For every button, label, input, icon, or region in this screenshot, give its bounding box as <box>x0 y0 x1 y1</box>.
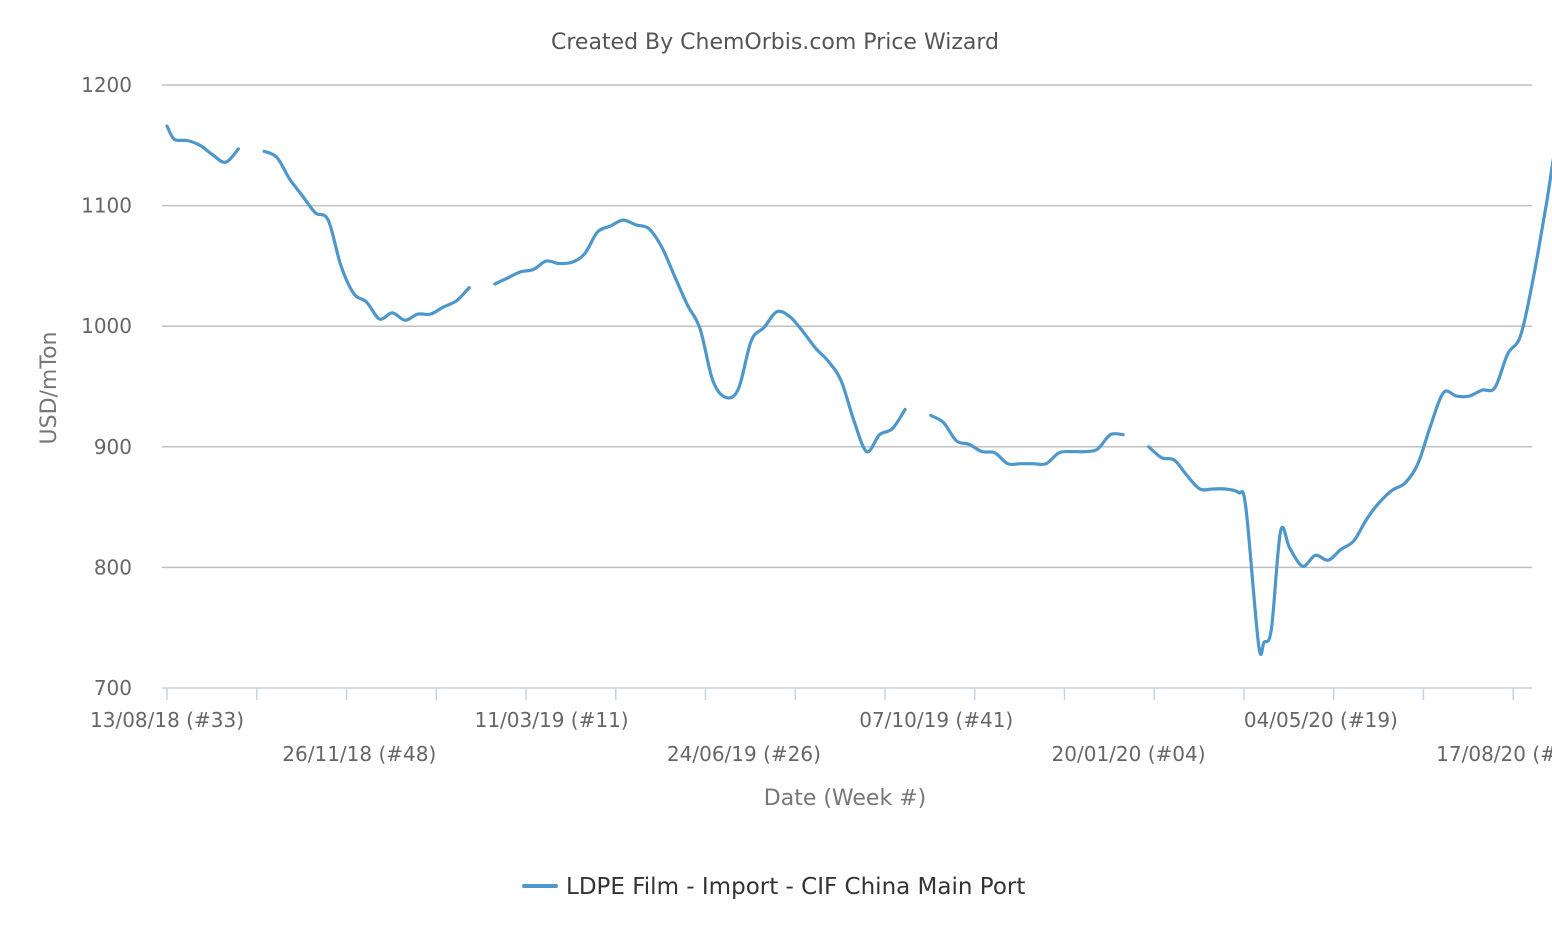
y-tick-label-700: 700 <box>94 676 132 700</box>
x-axis-ticks <box>166 688 1514 700</box>
x-tick-label-5: 20/01/20 (#04) <box>1052 742 1206 766</box>
x-tick-label-1: 26/11/18 (#48) <box>282 742 436 766</box>
series-0-line-segment-2 <box>493 218 907 454</box>
x-tick-label-3: 24/06/19 (#26) <box>667 742 821 766</box>
series-0-line-segment-4 <box>1147 157 1552 657</box>
legend-label: LDPE Film - Import - CIF China Main Port <box>566 874 1025 900</box>
legend[interactable]: LDPE Film - Import - CIF China Main Port <box>522 874 1025 900</box>
series-group <box>165 124 1552 657</box>
chart-title: Created By ChemOrbis.com Price Wizard <box>551 30 999 55</box>
x-tick-label-4: 07/10/19 (#41) <box>859 708 1013 732</box>
y-axis-title: USD/mTon <box>37 332 62 445</box>
grid-lines <box>162 84 1532 569</box>
series-0-line-segment-3 <box>929 413 1125 467</box>
x-tick-label-6: 04/05/20 (#19) <box>1244 708 1398 732</box>
x-tick-label-7: 17/08/20 (#34) <box>1436 742 1552 766</box>
y-tick-label-800: 800 <box>94 555 132 579</box>
x-tick-label-0: 13/08/18 (#33) <box>90 708 244 732</box>
y-tick-label-900: 900 <box>94 435 132 459</box>
x-axis-tick-labels: 13/08/18 (#33) 26/11/18 (#48) 11/03/19 (#1… <box>90 708 1552 766</box>
x-tick-label-2: 11/03/19 (#11) <box>475 708 629 732</box>
series-0-line-segment-1 <box>262 149 471 322</box>
x-axis-title: Date (Week #) <box>764 786 926 811</box>
y-axis-ticks: 700 800 900 1000 1100 1200 <box>81 73 132 700</box>
series-0-line-segment-0 <box>165 124 240 164</box>
y-tick-label-1200: 1200 <box>81 73 132 97</box>
y-tick-label-1100: 1100 <box>81 194 132 218</box>
y-tick-label-1000: 1000 <box>81 314 132 338</box>
